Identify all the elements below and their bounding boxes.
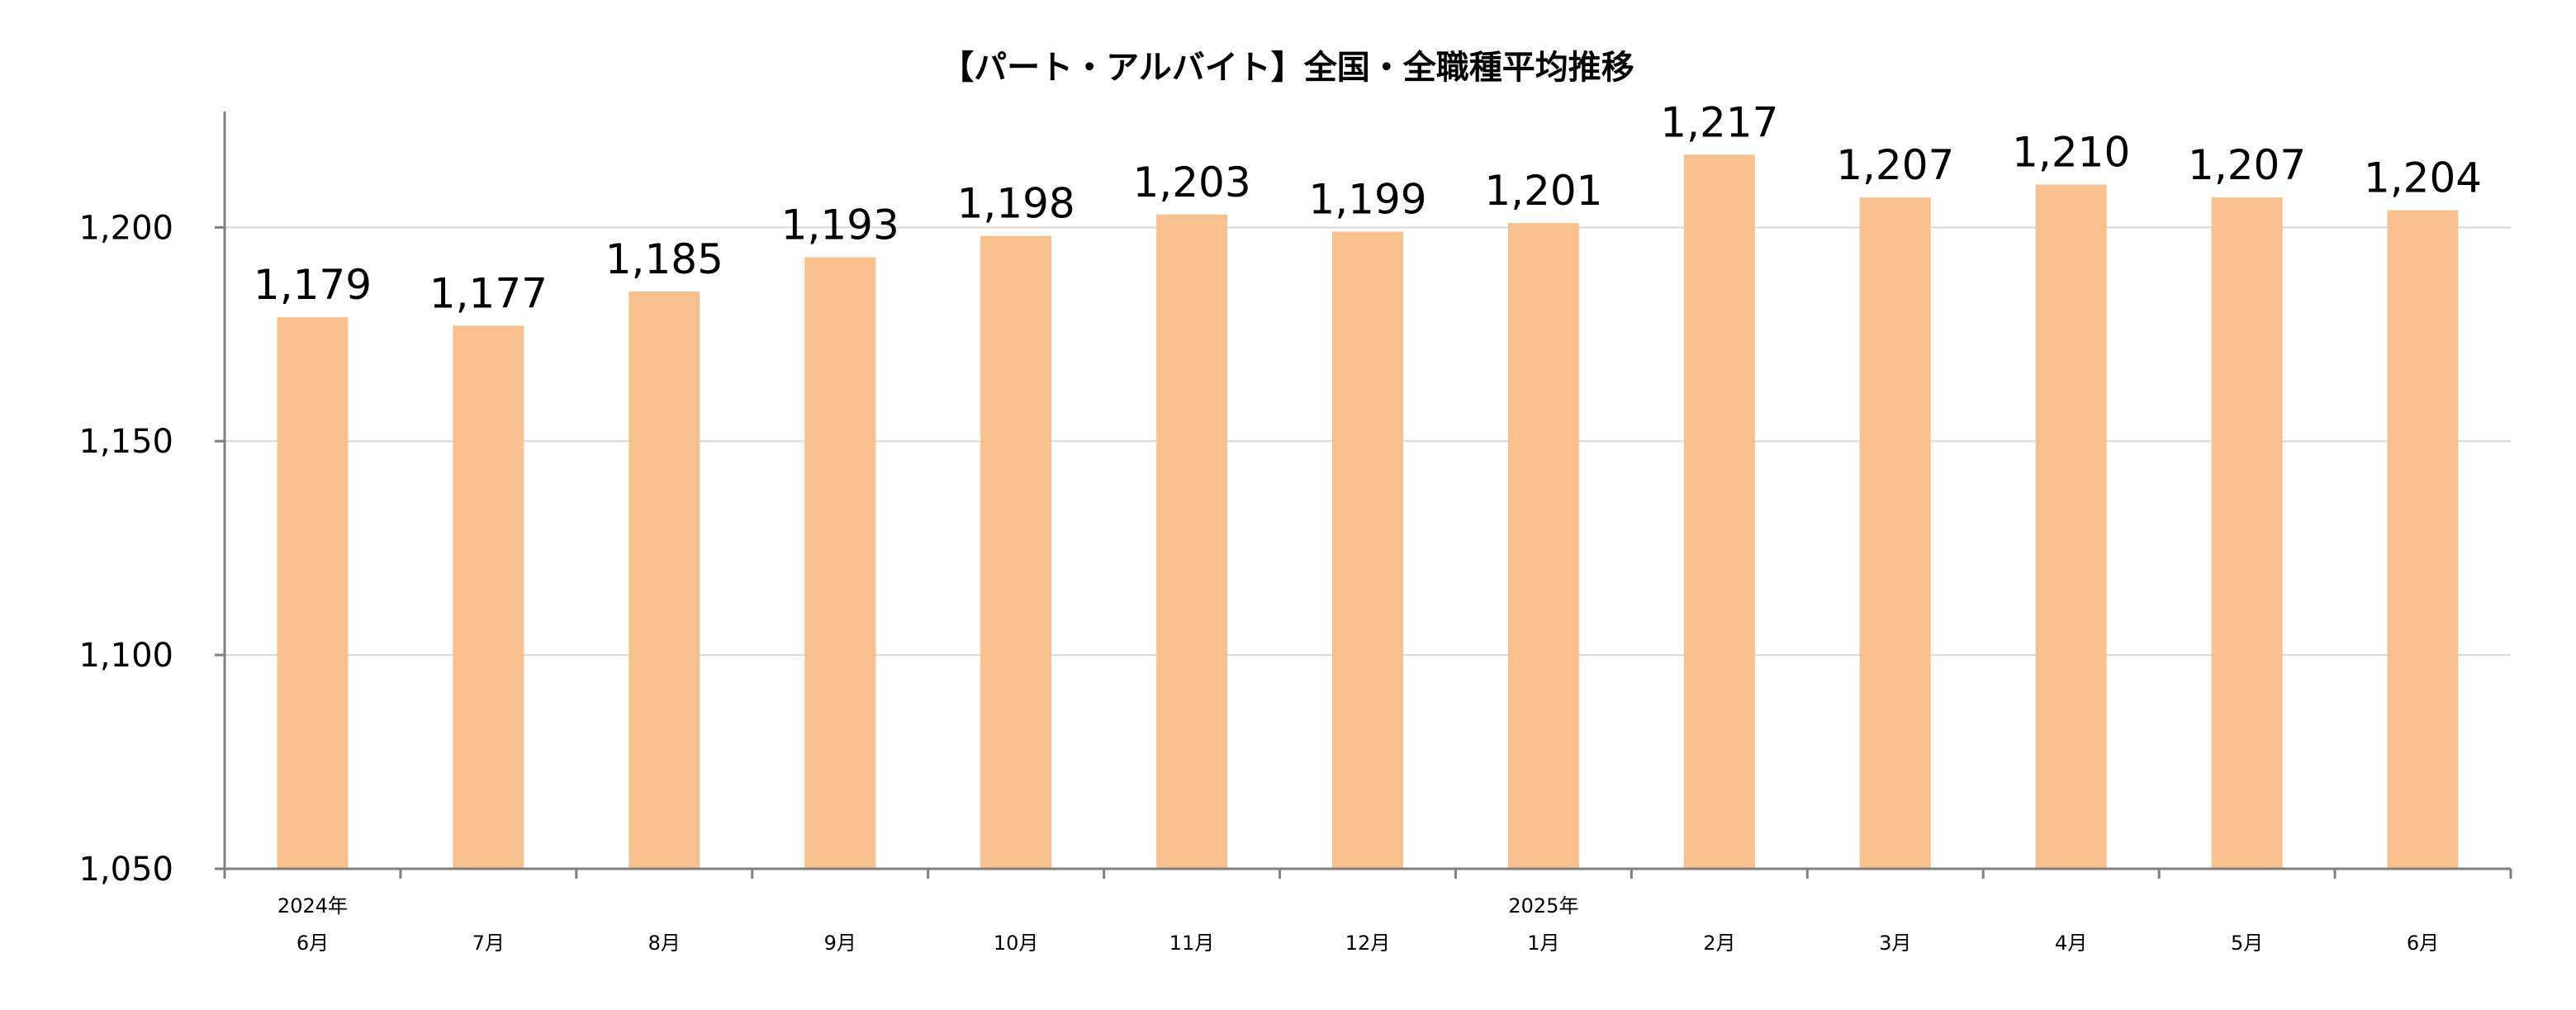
x-tick-label: 10月	[994, 932, 1039, 955]
bar	[1859, 197, 1931, 870]
x-tick-label: 4月	[2055, 932, 2087, 955]
bar	[1683, 154, 1755, 870]
bar	[2211, 197, 2283, 870]
data-label: 1,193	[781, 202, 899, 249]
bar	[277, 317, 349, 870]
bar	[629, 292, 700, 869]
data-label: 1,217	[1660, 98, 1778, 146]
x-tick-label: 1月	[1527, 932, 1559, 955]
x-tick-label: 6月	[297, 932, 329, 955]
x-tick-label: 11月	[1169, 932, 1215, 955]
x-tick-label: 2月	[1703, 932, 1735, 955]
y-tick-label: 1,100	[78, 637, 173, 675]
data-label: 1,203	[1133, 159, 1251, 206]
data-label: 1,201	[1484, 167, 1602, 215]
x-tick-label: 7月	[472, 932, 505, 955]
x-tick-label: 6月	[2407, 932, 2439, 955]
data-label: 1,207	[2188, 141, 2306, 189]
y-tick-label: 1,150	[78, 423, 173, 461]
x-tick-label: 3月	[1879, 932, 1911, 955]
x-tick-year-label: 2025年	[1508, 894, 1578, 918]
data-label: 1,204	[2364, 154, 2482, 202]
bar	[453, 325, 524, 869]
x-tick-label: 8月	[648, 932, 681, 955]
data-label: 1,177	[429, 269, 548, 317]
data-label: 1,199	[1308, 176, 1426, 224]
bar	[1507, 223, 1579, 870]
bar	[1332, 231, 1403, 869]
x-tick-labels: 2024年 6月 7月 8月 9月 10月 11月 12月 2025年 1月 2月 3月 4月 5月 6月	[278, 894, 2439, 955]
y-tick-label: 1,050	[78, 851, 173, 889]
x-tick-year-label: 2024年	[278, 894, 348, 918]
y-tick-label: 1,200	[78, 209, 173, 247]
data-labels: 1,179 1,177 1,185 1,193 1,198 1,203 1,199 1,201…	[254, 98, 2482, 317]
x-tick-label: 12月	[1345, 932, 1391, 955]
bar	[980, 235, 1052, 869]
bar	[2387, 210, 2459, 870]
y-tick-labels: 1,050 1,100 1,150 1,200	[78, 209, 173, 889]
axes	[215, 111, 2512, 879]
data-label: 1,210	[2012, 129, 2130, 177]
data-label: 1,179	[254, 261, 372, 309]
bar	[2035, 184, 2107, 870]
data-label: 1,207	[1836, 141, 1954, 189]
x-tick-label: 5月	[2231, 932, 2263, 955]
chart-title: 【パート・アルバイト】全国・全職種平均推移	[941, 49, 1634, 87]
data-label: 1,185	[605, 235, 723, 283]
x-tick-label: 9月	[824, 932, 856, 955]
bar	[1156, 214, 1228, 869]
data-label: 1,198	[957, 180, 1075, 228]
bars	[277, 154, 2459, 870]
bar	[804, 257, 876, 870]
